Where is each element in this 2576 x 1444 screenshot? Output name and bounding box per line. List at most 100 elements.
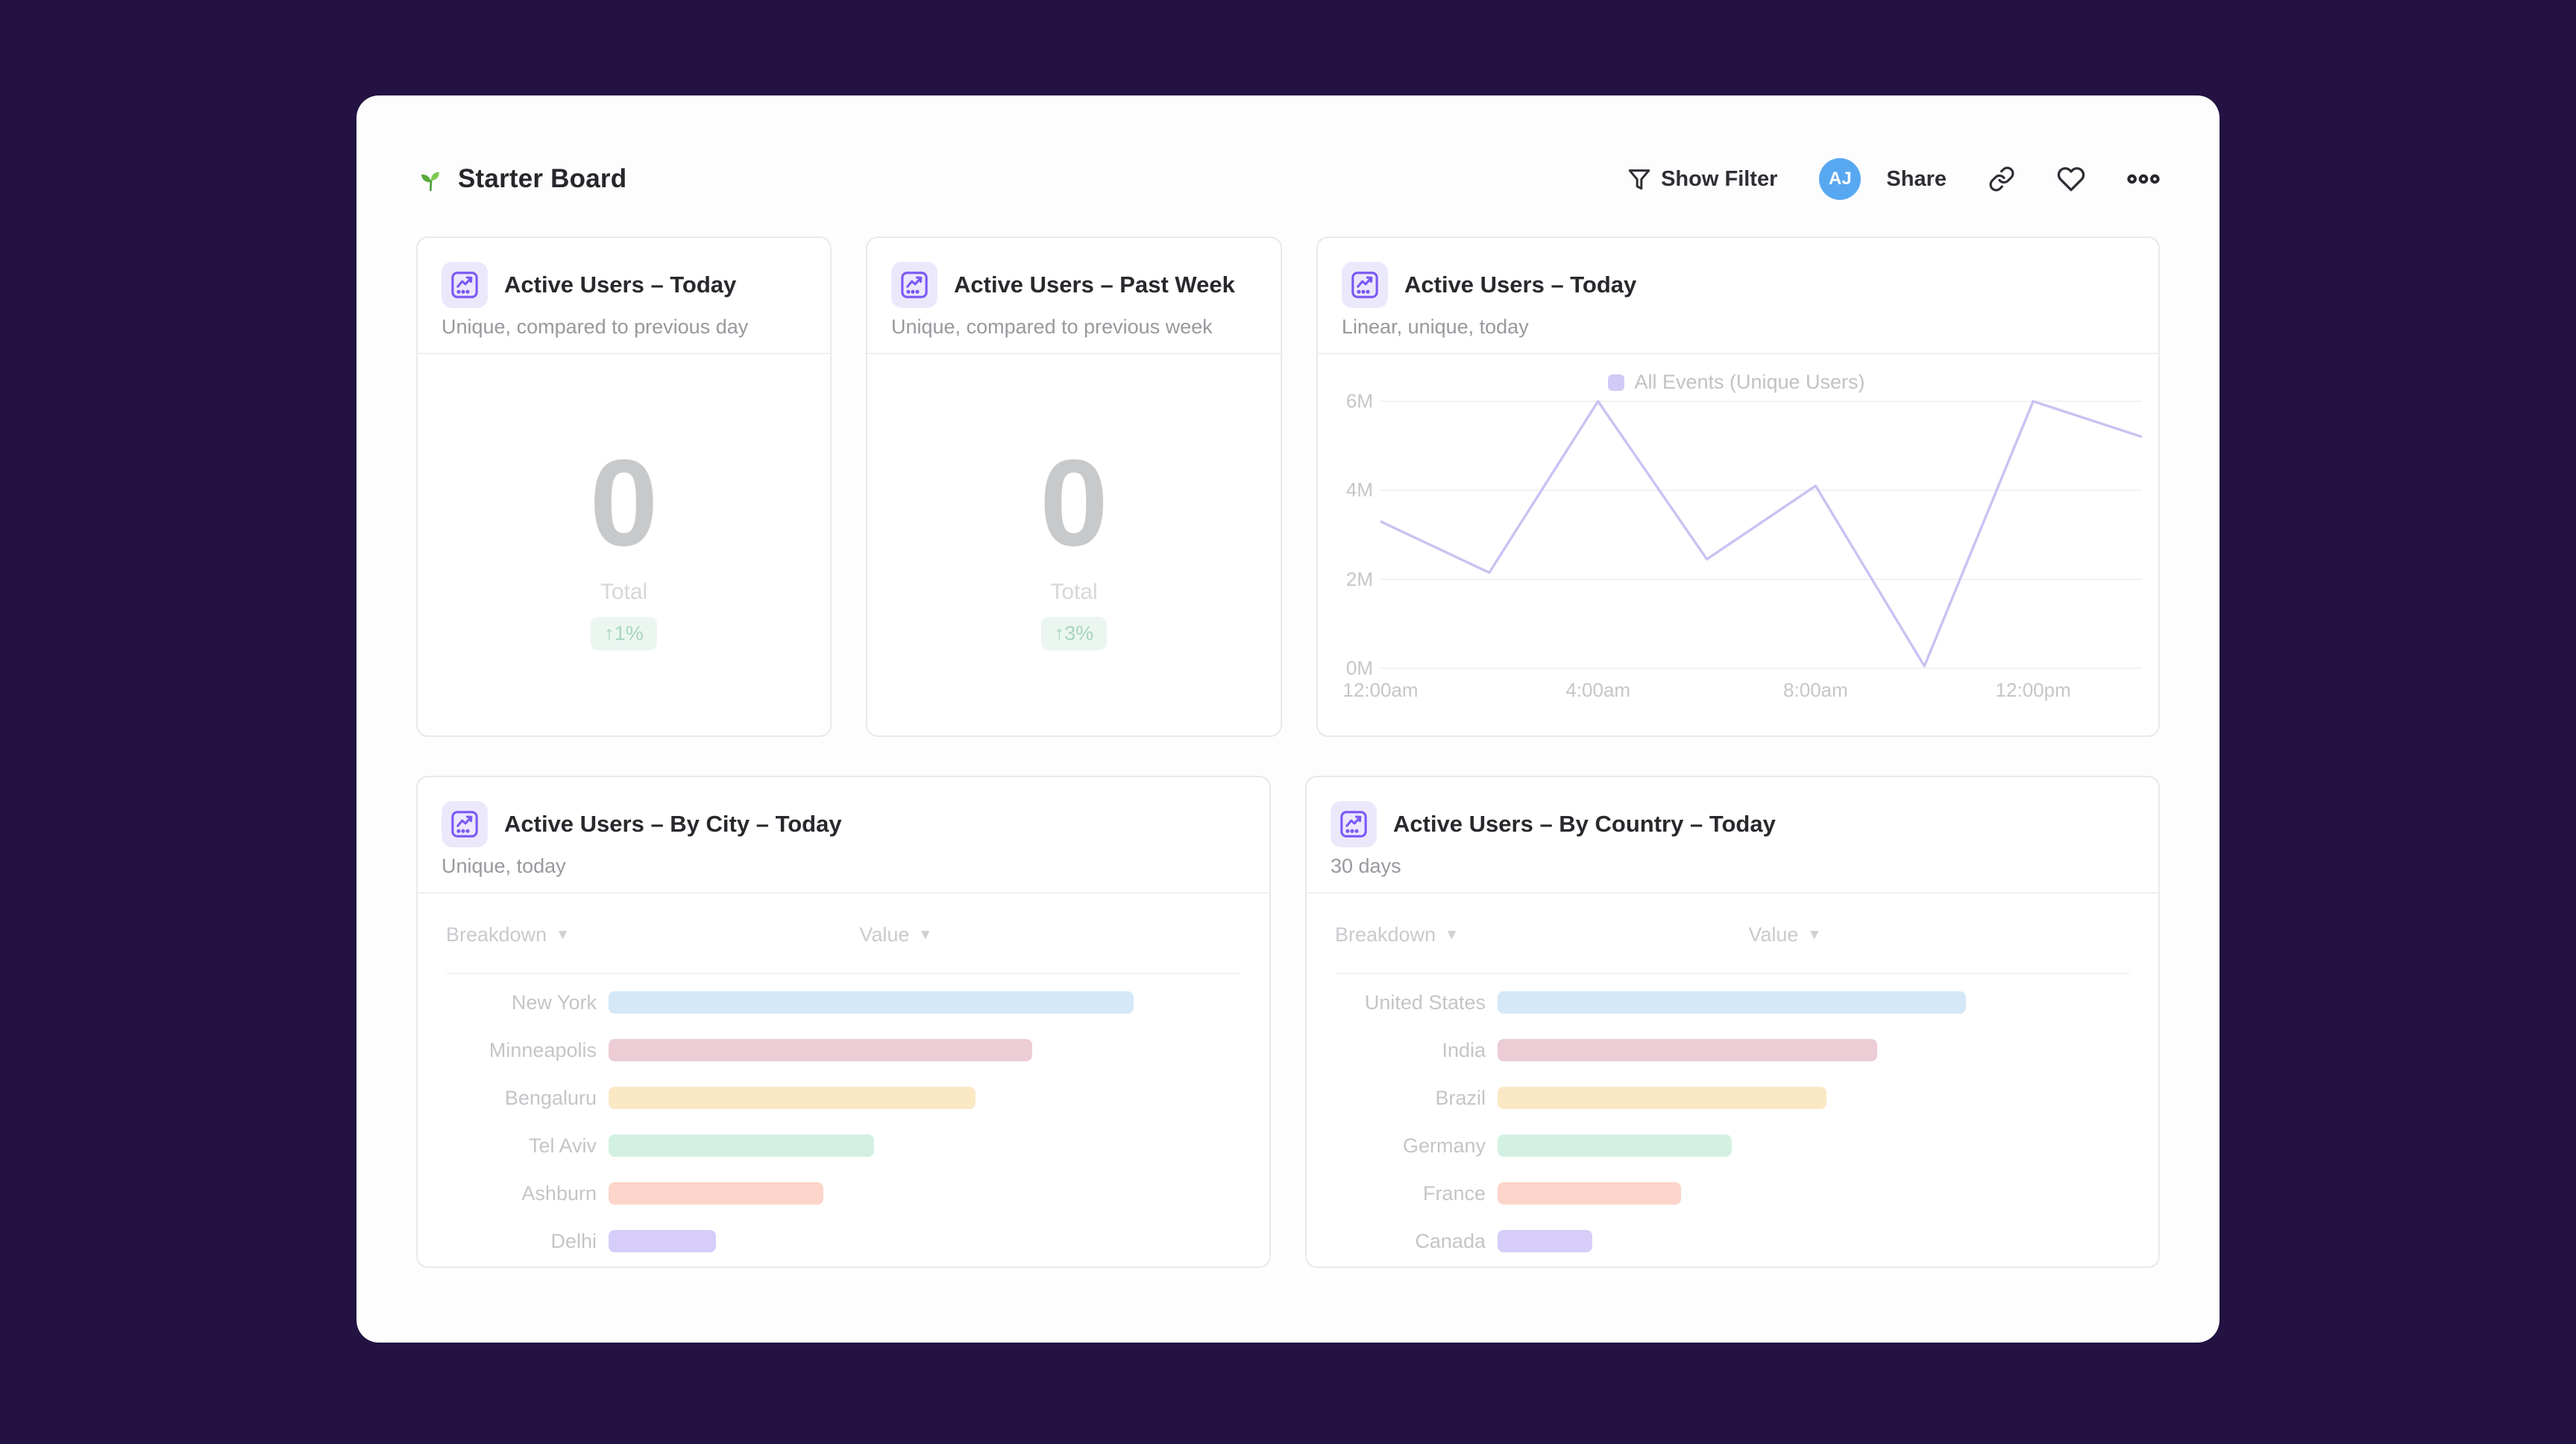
x-axis-tick-label: 4:00am bbox=[1565, 679, 1631, 701]
breakdown-bar bbox=[609, 1039, 1033, 1061]
legend-label: All Events (Unique Users) bbox=[1634, 371, 1865, 393]
breakdown-bar-track bbox=[609, 1230, 1241, 1252]
kpi-value: 0 bbox=[589, 434, 659, 571]
copy-link-button[interactable] bbox=[1988, 166, 2015, 192]
breakdown-bar-track bbox=[609, 991, 1241, 1014]
breakdown-bar bbox=[609, 1182, 824, 1205]
filter-icon bbox=[1627, 166, 1652, 192]
line-series-all-events bbox=[1380, 401, 2142, 666]
breakdown-table-row: Ashburn bbox=[446, 1170, 1241, 1217]
kpi-delta-badge: ↑3% bbox=[1040, 617, 1108, 650]
breakdown-bar bbox=[1498, 1182, 1681, 1205]
y-axis-tick-label: 2M bbox=[1345, 568, 1373, 591]
share-button[interactable]: Share bbox=[1886, 167, 1947, 192]
breakdown-table-row: United States bbox=[1335, 979, 2130, 1026]
card-subtitle: Unique, today bbox=[442, 855, 566, 877]
card-title-link[interactable]: Active Users – By City – Today bbox=[504, 811, 842, 837]
value-column-label: Value bbox=[859, 923, 910, 946]
y-axis-tick-label: 4M bbox=[1345, 478, 1373, 501]
card-header: Active Users – Today Unique, compared to… bbox=[418, 238, 830, 354]
breakdown-bar bbox=[1498, 1087, 1826, 1109]
breakdown-column-sort[interactable]: Breakdown ▼ bbox=[446, 923, 570, 947]
more-options-icon bbox=[2127, 166, 2160, 192]
card-title-link[interactable]: Active Users – Today bbox=[1404, 271, 1637, 298]
avatar[interactable]: AJ bbox=[1819, 158, 1862, 200]
breakdown-bar-track bbox=[609, 1087, 1241, 1109]
card-subtitle: Linear, unique, today bbox=[1342, 316, 1529, 338]
breakdown-bar-track bbox=[1498, 1182, 2130, 1205]
kpi-body: 0 Total ↑3% bbox=[867, 354, 1281, 735]
card-active-users-by-country: Active Users – By Country – Today 30 day… bbox=[1305, 776, 2160, 1268]
kpi-value-label: Total bbox=[1050, 580, 1098, 604]
card-title-link[interactable]: Active Users – By Country – Today bbox=[1393, 811, 1776, 837]
card-subtitle: Unique, compared to previous week bbox=[891, 316, 1213, 338]
show-filter-button[interactable]: Show Filter bbox=[1627, 166, 1777, 192]
y-axis-labels: 0M 2M 4M 6M bbox=[1331, 390, 1373, 679]
breakdown-bar-track bbox=[1498, 1230, 2130, 1252]
breakdown-bar-track bbox=[1498, 1087, 2130, 1109]
header-controls: Show Filter AJ Share bbox=[1627, 158, 2160, 200]
seedling-icon bbox=[416, 164, 446, 194]
board-header: Starter Board Show Filter AJ Share bbox=[356, 95, 2220, 200]
card-title-link[interactable]: Active Users – Past Week bbox=[954, 271, 1235, 298]
breakdown-bar bbox=[609, 991, 1134, 1014]
breakdown-row-label: India bbox=[1442, 1038, 1486, 1061]
breakdown-table-row: Germany bbox=[1335, 1122, 2130, 1170]
breakdown-bar-track bbox=[609, 1039, 1241, 1061]
heart-icon bbox=[2057, 165, 2085, 193]
breakdown-row-label: Ashburn bbox=[521, 1181, 597, 1205]
breakdown-body: Breakdown ▼ Value ▼ New York Minneapolis B… bbox=[418, 923, 1269, 1265]
breakdown-row-label: United States bbox=[1364, 991, 1486, 1014]
favorite-button[interactable] bbox=[2057, 165, 2085, 193]
card-header: Active Users – Today Linear, unique, tod… bbox=[1318, 238, 2158, 354]
breakdown-row-label: Tel Aviv bbox=[528, 1134, 597, 1157]
value-column-label: Value bbox=[1748, 923, 1799, 946]
breakdown-bar bbox=[1498, 1230, 1593, 1252]
share-label: Share bbox=[1886, 166, 1947, 191]
more-options-button[interactable] bbox=[2127, 166, 2160, 192]
breakdown-bar bbox=[609, 1230, 717, 1252]
breakdown-bar bbox=[1498, 991, 1966, 1014]
breakdown-table-row: France bbox=[1335, 1170, 2130, 1217]
x-axis-tick-label: 12:00pm bbox=[1995, 679, 2071, 701]
value-column-sort[interactable]: Value ▼ bbox=[859, 923, 932, 947]
breakdown-table-row: New York bbox=[446, 979, 1241, 1026]
card-header: Active Users – Past Week Unique, compare… bbox=[867, 238, 1281, 354]
x-axis-labels: 12:00am 4:00am 8:00am 12:00pm bbox=[1342, 668, 2142, 704]
kpi-value-label: Total bbox=[600, 580, 648, 604]
breakdown-bar bbox=[609, 1087, 976, 1109]
value-column-sort[interactable]: Value ▼ bbox=[1748, 923, 1821, 947]
link-icon bbox=[1988, 166, 2015, 192]
breakdown-rows: United States India Brazil Germany France Can… bbox=[1335, 979, 2130, 1265]
card-active-users-by-city: Active Users – By City – Today Unique, t… bbox=[416, 776, 1271, 1268]
x-axis-tick-label: 12:00am bbox=[1342, 679, 1419, 701]
breakdown-column-sort[interactable]: Breakdown ▼ bbox=[1335, 923, 1459, 947]
dashboard-panel: Starter Board Show Filter AJ Share bbox=[356, 95, 2220, 1343]
card-title-link[interactable]: Active Users – Today bbox=[504, 271, 737, 298]
y-axis-tick-label: 6M bbox=[1345, 389, 1373, 412]
card-active-users-today-kpi: Active Users – Today Unique, compared to… bbox=[416, 236, 832, 737]
breakdown-table-row: India bbox=[1335, 1026, 2130, 1074]
card-active-users-past-week-kpi: Active Users – Past Week Unique, compare… bbox=[866, 236, 1282, 737]
x-axis-tick-label: 8:00am bbox=[1783, 679, 1848, 701]
table-header-divider bbox=[446, 973, 1241, 974]
y-axis-tick-label: 0M bbox=[1345, 656, 1373, 679]
chevron-down-icon: ▼ bbox=[918, 926, 933, 943]
breakdown-row-label: Canada bbox=[1415, 1229, 1486, 1252]
card-header: Active Users – By Country – Today 30 day… bbox=[1307, 777, 2158, 894]
breakdown-table-row: Brazil bbox=[1335, 1074, 2130, 1122]
breakdown-row-label: Minneapolis bbox=[489, 1038, 597, 1061]
kpi-delta-badge: ↑1% bbox=[591, 617, 657, 650]
chart-icon bbox=[1331, 801, 1377, 847]
breakdown-column-label: Breakdown bbox=[446, 923, 547, 946]
card-active-users-today-line-chart: Active Users – Today Linear, unique, tod… bbox=[1316, 236, 2160, 737]
avatar-initials: AJ bbox=[1829, 169, 1852, 189]
chart-icon bbox=[891, 262, 937, 308]
breakdown-bar bbox=[1498, 1039, 1877, 1061]
page-title: Starter Board bbox=[458, 164, 627, 193]
breakdown-bar bbox=[609, 1134, 875, 1157]
breakdown-table-row: Tel Aviv bbox=[446, 1122, 1241, 1170]
line-chart-body: All Events (Unique Users) 0M 2M 4M 6M 12:00… bbox=[1318, 371, 2158, 704]
breakdown-row-label: Germany bbox=[1402, 1134, 1486, 1157]
breakdown-table-row: Canada bbox=[1335, 1217, 2130, 1265]
